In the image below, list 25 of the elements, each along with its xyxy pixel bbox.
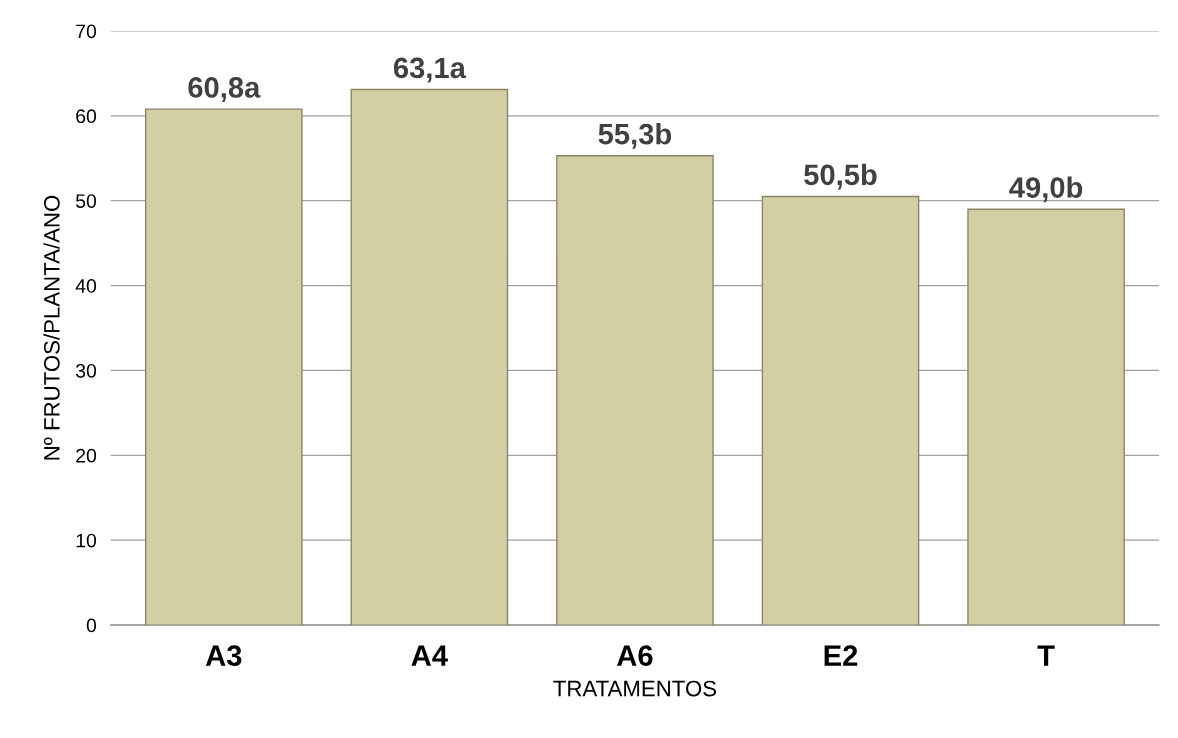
bar [350, 88, 509, 626]
y-tick-label: 30 [75, 363, 97, 378]
data-label: 63,1a [393, 57, 467, 83]
bar [144, 108, 303, 626]
x-tick-label: A6 [617, 645, 653, 666]
y-axis-title: Nº FRUTOS/PLANTA/ANO [43, 195, 60, 460]
x-tick-label: E2 [824, 645, 858, 666]
x-tick-label: A4 [411, 645, 448, 666]
y-tick-label: 70 [76, 24, 97, 39]
data-label: 55,3b [598, 123, 672, 149]
y-tick-label: 0 [86, 618, 97, 633]
y-tick-label: 40 [75, 279, 97, 293]
x-axis-title: TRATAMENTOS [553, 680, 717, 697]
y-tick-label: 50 [76, 194, 97, 208]
x-tick-label: A3 [205, 645, 242, 666]
x-tick-label: T [1037, 645, 1055, 666]
y-tick-label: 60 [76, 109, 97, 124]
bar [967, 208, 1125, 626]
data-label: 49,0b [1009, 176, 1083, 203]
bar [556, 155, 714, 626]
data-label: 60,8a [188, 77, 261, 102]
data-label: 50,5b [804, 163, 877, 190]
y-tick-label: 10 [76, 533, 97, 548]
bar [761, 195, 920, 626]
y-tick-label: 20 [76, 448, 97, 463]
